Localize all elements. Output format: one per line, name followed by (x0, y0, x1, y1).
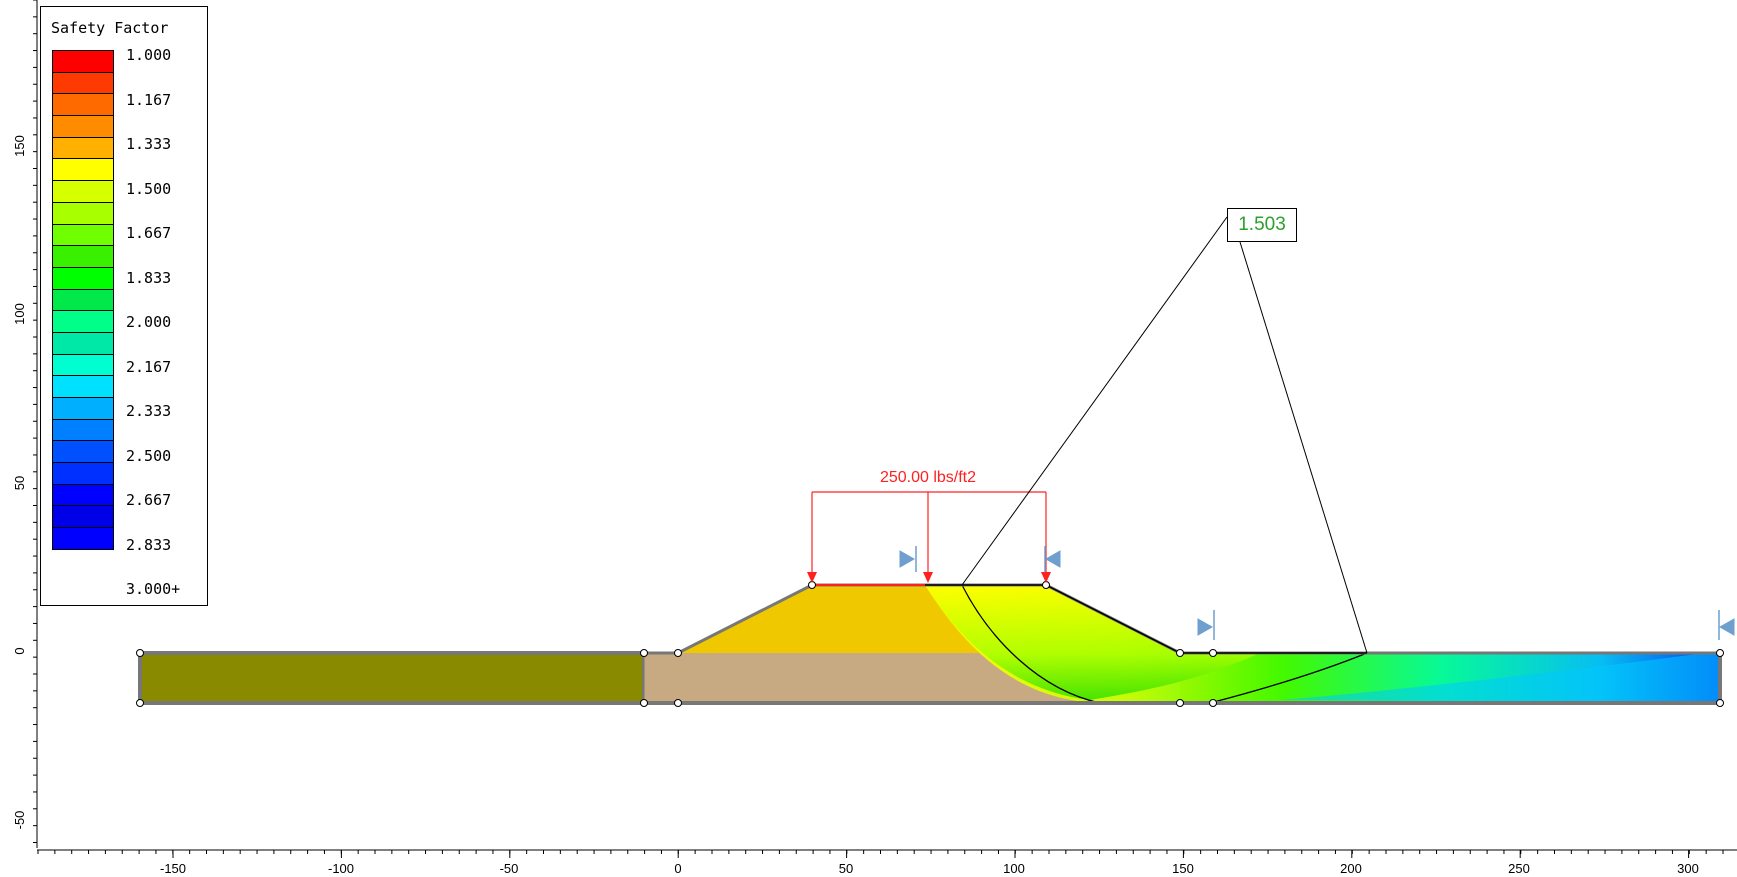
legend-swatch (53, 441, 113, 464)
legend-swatch (53, 506, 113, 529)
legend-swatch (53, 51, 113, 73)
legend-label: 1.333 (126, 135, 172, 153)
legend-swatch (53, 332, 113, 355)
legend-swatch (53, 267, 113, 290)
x-tick-label: -150 (160, 861, 186, 876)
legend-swatch (53, 354, 113, 377)
legend-swatch (53, 72, 113, 95)
legend-swatch (53, 484, 113, 507)
y-axis: 150 100 50 0 -50 (12, 0, 38, 848)
vertex (136, 649, 144, 657)
vertex (674, 699, 682, 707)
legend-swatch (53, 311, 113, 333)
legend-title: Safety Factor (51, 19, 169, 37)
x-tick-label: 100 (1003, 861, 1025, 876)
y-tick-label: 0 (12, 647, 27, 654)
x-tick-label: 150 (1172, 861, 1194, 876)
soil-model (138, 583, 1722, 705)
legend-swatch (53, 137, 113, 160)
legend-swatch (53, 463, 113, 485)
legend-swatch (53, 289, 113, 312)
legend-swatch (53, 94, 113, 117)
left-clay-layer (138, 651, 646, 705)
legend-label: 3.000+ (126, 580, 181, 598)
legend-swatch (53, 419, 113, 442)
limit-marker-icon (1718, 610, 1735, 640)
y-tick-label: 50 (12, 476, 27, 490)
distributed-load[interactable]: 250.00 lbs/ft2 (807, 469, 1051, 583)
vertex (1716, 649, 1724, 657)
vertex (1176, 699, 1184, 707)
vertices[interactable] (136, 581, 1724, 707)
y-tick-label: 150 (12, 135, 27, 157)
legend-swatch (53, 528, 113, 550)
limit-marker-icon (1197, 610, 1215, 640)
x-tick-label: 50 (839, 861, 853, 876)
y-tick-label: -50 (12, 811, 27, 830)
slip-surface-blue-band (1280, 653, 1720, 703)
legend-swatch (53, 376, 113, 398)
legend-label: 2.667 (126, 491, 172, 509)
legend-swatch (53, 398, 113, 420)
safety-factor-legend: Safety Factor 1.000 1.167 1.333 1.500 1.667 1… (40, 6, 208, 606)
vertex (136, 699, 144, 707)
vertex (640, 699, 648, 707)
critical-safety-factor-label[interactable]: 1.503 (1227, 208, 1297, 242)
y-tick-label: 100 (12, 303, 27, 325)
slip-surface-core (925, 585, 1260, 700)
legend-color-scale (52, 50, 114, 550)
legend-label: 2.167 (126, 357, 172, 376)
vertex (1209, 649, 1217, 657)
legend-swatch (53, 202, 113, 225)
x-tick-label: 250 (1508, 861, 1530, 876)
legend-label: 1.833 (126, 268, 172, 287)
legend-label: 1.167 (126, 90, 172, 109)
legend-swatch (53, 246, 113, 268)
vertex (1209, 699, 1217, 707)
vertex (640, 649, 648, 657)
limit-marker-icon (899, 546, 917, 572)
slip-limit-markers[interactable] (899, 546, 1735, 640)
legend-swatch (53, 224, 113, 247)
load-magnitude-label: 250.00 lbs/ft2 (880, 469, 976, 486)
x-tick-label: -100 (328, 861, 354, 876)
x-tick-label: 0 (674, 861, 681, 876)
x-tick-label: 300 (1677, 861, 1699, 876)
x-tick-label: -50 (500, 861, 519, 876)
vertex (1716, 699, 1724, 707)
limit-marker-icon (1044, 546, 1061, 572)
x-axis: -150 -100 -50 0 50 100 150 200 250 300 (37, 849, 1737, 876)
legend-swatch (53, 116, 113, 138)
legend-label: 2.333 (126, 402, 172, 420)
vertex (1176, 649, 1184, 657)
vertex (674, 649, 682, 657)
x-tick-label: 200 (1340, 861, 1362, 876)
legend-label: 1.667 (126, 224, 172, 242)
legend-label: 1.000 (126, 46, 172, 64)
legend-label: 2.500 (126, 446, 172, 465)
legend-label: 2.000 (126, 313, 172, 331)
critical-fs-leader (961, 216, 1368, 654)
legend-swatch (53, 181, 113, 203)
legend-swatch (53, 159, 113, 182)
legend-label: 1.500 (126, 179, 172, 198)
legend-label: 2.833 (126, 535, 172, 554)
